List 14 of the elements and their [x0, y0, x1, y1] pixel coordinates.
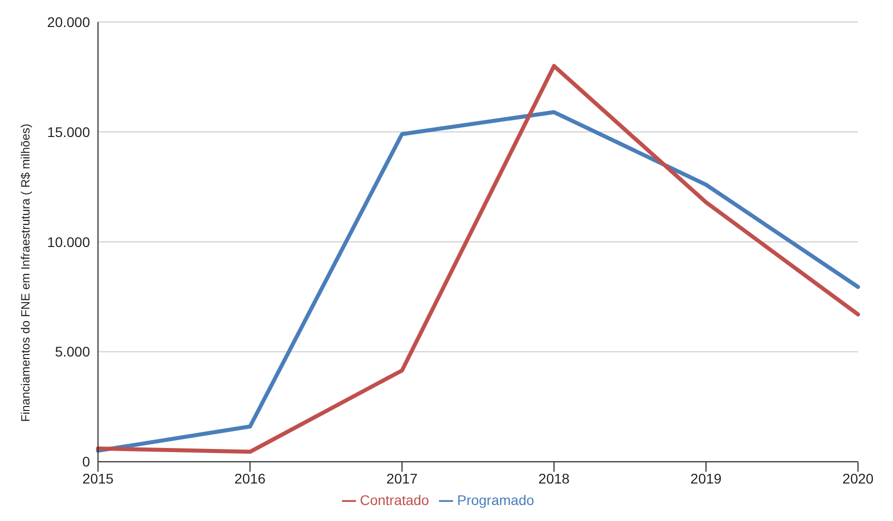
- legend-label: Programado: [457, 492, 534, 508]
- y-tick-label: 5.000: [54, 344, 90, 360]
- x-tick-label: 2017: [386, 470, 418, 487]
- x-tick-label: 2016: [234, 470, 266, 487]
- y-tick-label: 0: [82, 454, 90, 470]
- x-tick-label: 2020: [842, 470, 874, 487]
- y-tick-label: 15.000: [47, 124, 90, 140]
- y-tick-label: 10.000: [47, 234, 90, 250]
- x-tick-label: 2019: [690, 470, 722, 487]
- legend-label: Contratado: [360, 492, 430, 508]
- x-tick-label: 2015: [82, 470, 114, 487]
- x-tick-label: 2018: [538, 470, 570, 487]
- y-axis-title: Financiamentos do FNE em Infraestrutura ( R$ milhões): [18, 124, 32, 422]
- y-tick-label: 20.000: [47, 14, 90, 30]
